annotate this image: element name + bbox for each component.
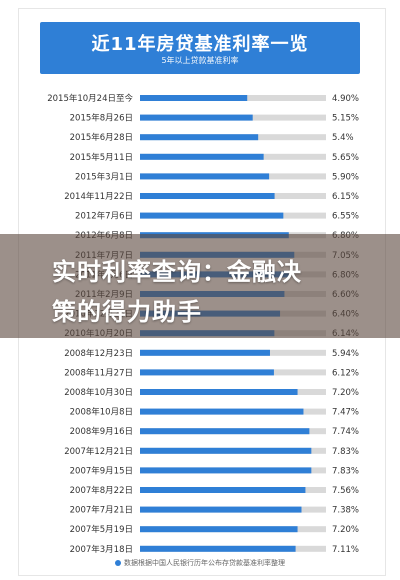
bar xyxy=(140,526,298,533)
category-label: 2007年8月22日 xyxy=(70,485,133,496)
bar xyxy=(140,467,312,474)
value-label: 5.90% xyxy=(332,172,359,182)
headline-line-2: 策的得力助手 xyxy=(52,298,202,326)
headline-line-1: 实时利率查询：金融决 xyxy=(52,258,302,286)
category-label: 2007年9月15日 xyxy=(70,465,133,476)
bar xyxy=(140,173,270,180)
category-label: 2015年5月11日 xyxy=(70,152,133,163)
value-label: 7.56% xyxy=(332,486,359,496)
category-label: 2008年10月30日 xyxy=(64,387,133,398)
bar xyxy=(140,506,302,513)
value-label: 5.94% xyxy=(332,349,359,359)
category-label: 2015年8月26日 xyxy=(70,113,133,124)
source-note-text: 数据根据中国人民银行历年公布存贷款基准利率整理 xyxy=(124,559,285,567)
bar xyxy=(140,428,310,435)
value-label: 7.83% xyxy=(332,466,359,476)
source-note: 数据根据中国人民银行历年公布存贷款基准利率整理 xyxy=(0,558,400,568)
category-label: 2008年12月23日 xyxy=(64,348,133,359)
category-label: 2007年7月21日 xyxy=(70,505,133,516)
bar xyxy=(140,487,306,493)
category-label: 2014年11月22日 xyxy=(64,191,133,202)
bar xyxy=(140,212,284,219)
value-label: 6.12% xyxy=(332,368,359,378)
category-label: 2008年9月16日 xyxy=(70,426,133,437)
value-label: 7.83% xyxy=(332,447,359,457)
value-label: 7.20% xyxy=(332,525,359,535)
value-label: 7.47% xyxy=(332,408,359,418)
category-label: 2008年11月27日 xyxy=(64,367,133,378)
category-label: 2012年7月6日 xyxy=(75,211,133,222)
value-label: 7.11% xyxy=(332,545,359,555)
category-label: 2007年5月19日 xyxy=(70,524,133,535)
value-label: 7.74% xyxy=(332,427,359,437)
bullet-icon xyxy=(115,560,121,566)
chart-header: 近11年房贷基准利率一览 5年以上贷款基准利率 xyxy=(40,22,360,74)
value-label: 4.90% xyxy=(332,94,359,104)
chart-subtitle: 5年以上贷款基准利率 xyxy=(161,56,239,65)
bar xyxy=(140,134,259,141)
bar xyxy=(140,349,270,356)
category-label: 2007年12月21日 xyxy=(64,446,133,457)
bar xyxy=(140,447,312,454)
category-label: 2015年10月24日至今 xyxy=(47,93,133,104)
value-label: 5.15% xyxy=(332,114,359,124)
value-label: 5.4% xyxy=(332,133,354,143)
value-label: 5.65% xyxy=(332,153,359,163)
category-label: 2015年3月1日 xyxy=(75,171,133,182)
headline-overlay: 实时利率查询：金融决 策的得力助手 xyxy=(0,234,400,338)
bar xyxy=(140,95,248,101)
bar xyxy=(140,114,253,121)
value-label: 7.38% xyxy=(332,506,359,516)
bar xyxy=(140,545,296,552)
bar xyxy=(140,369,274,376)
category-label: 2015年6月28日 xyxy=(70,132,133,143)
category-label: 2007年3月18日 xyxy=(70,544,133,555)
value-label: 7.20% xyxy=(332,388,359,398)
value-label: 6.15% xyxy=(332,192,359,202)
category-label: 2008年10月8日 xyxy=(70,407,133,418)
bar xyxy=(140,389,298,395)
bar xyxy=(140,193,275,199)
bar xyxy=(140,408,304,415)
bar xyxy=(140,153,264,160)
chart-title: 近11年房贷基准利率一览 xyxy=(91,34,309,55)
value-label: 6.55% xyxy=(332,212,359,222)
